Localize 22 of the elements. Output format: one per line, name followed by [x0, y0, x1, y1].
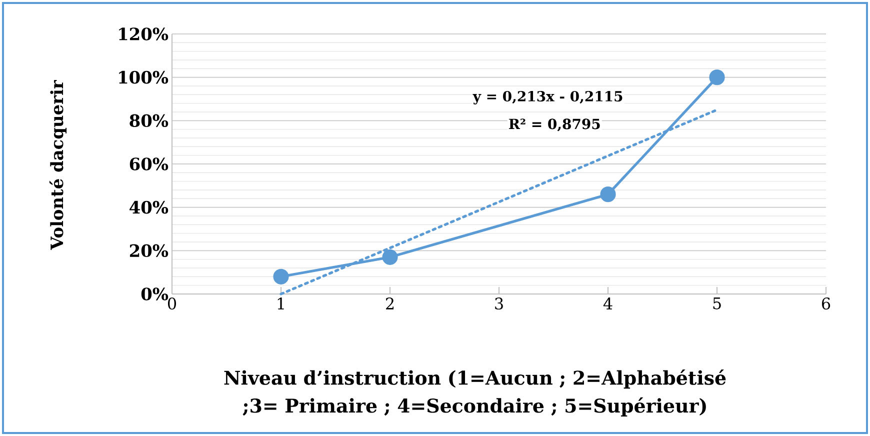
y-tick-label: 40%	[130, 200, 168, 214]
point	[273, 268, 289, 284]
x-tick-label: 1	[278, 298, 284, 310]
annotation: y = 0,213x - 0,2115	[472, 90, 622, 104]
y-tick-label: 20%	[130, 244, 168, 258]
annotation: R² = 0,8795	[509, 118, 600, 132]
y-tick-label: 120%	[119, 28, 168, 40]
x-axis-title: Niveau d’instruction (1=Aucun ; 2=Alphabétisé ;3= Primaire ; 4=Secondaire ; 5=Supérieur)	[224, 370, 726, 416]
y-tick-label: 60%	[130, 158, 168, 170]
x-tick-label: 2	[386, 298, 394, 310]
point	[709, 70, 725, 86]
x-tick-label: 4	[603, 298, 612, 310]
point	[382, 249, 398, 265]
y-tick-label: 0%	[141, 288, 168, 300]
y-tick-label: 80%	[130, 114, 168, 128]
x-tick-label: 3	[495, 298, 503, 310]
x-tick-label: 6	[822, 298, 830, 310]
y-tick-label: 100%	[119, 70, 168, 84]
point	[600, 186, 616, 202]
y-axis-title: Volonté dacquerir	[49, 80, 67, 250]
x-tick-label: 5	[713, 298, 721, 310]
x-tick-label: 0	[168, 298, 176, 310]
